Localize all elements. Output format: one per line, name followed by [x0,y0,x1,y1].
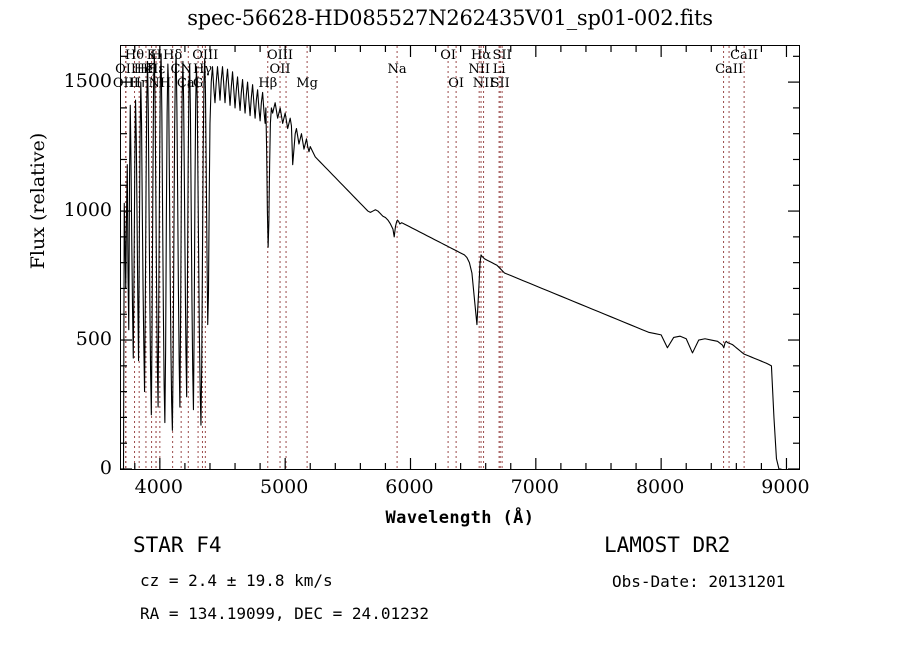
spectral-line-label: OIII [266,48,294,63]
spectral-line-label: NH [148,76,172,91]
redshift-velocity: cz = 2.4 ± 19.8 km/s [140,571,333,590]
x-tick-label: 5000 [259,476,309,498]
x-tick-label: 7000 [510,476,559,498]
spectral-line-label: Hβ [258,76,278,91]
coordinates: RA = 134.19099, DEC = 24.01232 [140,604,429,623]
spectral-line-label: OIII [192,48,219,63]
x-tick-label: 4000 [134,476,184,498]
spectral-line-label: CaII [730,48,759,63]
x-tick-label: 9000 [761,476,810,498]
y-axis-title: Flux (relative) [27,132,49,270]
x-tick-label: 6000 [385,476,434,498]
spectral-line-label: SII [492,48,512,63]
spectral-line-label: OII [269,62,291,77]
spectral-line-label: HeI [133,62,158,77]
spectral-line-label: SII [490,76,510,91]
spectral-line-label: Hθ [124,48,145,63]
y-tick-label: 1000 [63,199,112,222]
spectral-line-label: CaI [176,76,200,91]
plot-frame: Hθ OII OIII K HeI Hη H Hζ Hε NH Hδ CN Hγ G CaI OIII OIII… [113,45,800,470]
spectral-line-label: NII [472,76,495,91]
spectral-line-label: Mg [296,76,318,91]
spectrum-svg [121,46,799,469]
spectral-line-label: H [150,48,162,63]
spectral-line-label: Hη [129,76,149,91]
plot-area [121,46,799,469]
spectral-line-label: CN [170,62,192,77]
spectral-line-label: CaII [715,62,744,77]
spectral-line-label: G [192,76,204,91]
spectral-line-label: Hζ [136,62,156,77]
object-type-and-class: STAR F4 [133,533,222,557]
spectral-line-label: OI [440,48,456,63]
page-title: spec-56628-HD085527N262435V01_sp01-002.f… [187,6,713,30]
spectral-line-label: Na [387,62,407,77]
observation-date: Obs-Date: 20131201 [612,572,786,591]
spectral-line-label: NII [468,62,491,77]
spectral-line-label: OIII [112,76,139,91]
spectral-line-label: Hδ [163,48,183,63]
spectral-line-label: OII [115,62,137,77]
x-axis-title: Wavelength (Å) [385,508,535,528]
spectral-line-label: Li [492,62,506,77]
survey-label: LAMOST DR2 [604,533,731,557]
y-tick-label: 500 [75,328,112,351]
y-tick-label: 0 [99,457,112,479]
spectrum-trace [122,53,782,469]
x-tick-label: 8000 [635,476,685,498]
y-tick-label: 1500 [63,70,112,93]
spectral-line-label: K [146,48,157,63]
spectral-line-label: Hγ [192,62,213,77]
spectral-line-label: OI [448,76,464,91]
spectral-line-label: Hα [471,48,492,63]
spectral-line-label: Hε [147,62,166,77]
